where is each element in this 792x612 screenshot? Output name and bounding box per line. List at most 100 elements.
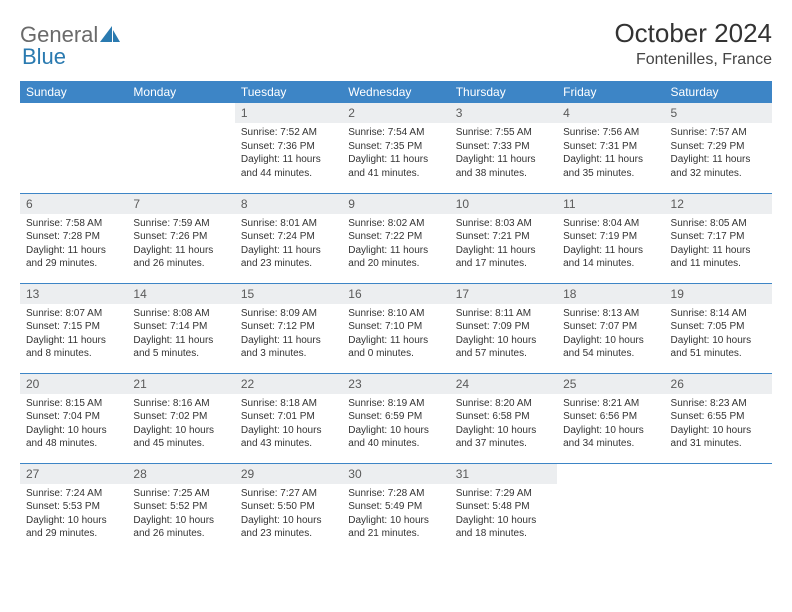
sunrise-line: Sunrise: 8:14 AM — [671, 307, 766, 321]
day-number: 3 — [450, 103, 557, 123]
daylight-line: Daylight: 10 hours and 21 minutes. — [348, 514, 443, 541]
sunrise-line: Sunrise: 7:25 AM — [133, 487, 228, 501]
sunset-line: Sunset: 7:28 PM — [26, 230, 121, 244]
sunrise-line: Sunrise: 8:18 AM — [241, 397, 336, 411]
day-details: Sunrise: 7:52 AMSunset: 7:36 PMDaylight:… — [235, 123, 342, 184]
calendar-day-cell: 16Sunrise: 8:10 AMSunset: 7:10 PMDayligh… — [342, 283, 449, 373]
day-number: 2 — [342, 103, 449, 123]
day-details: Sunrise: 8:16 AMSunset: 7:02 PMDaylight:… — [127, 394, 234, 455]
sunrise-line: Sunrise: 7:29 AM — [456, 487, 551, 501]
calendar-day-cell: 28Sunrise: 7:25 AMSunset: 5:52 PMDayligh… — [127, 463, 234, 553]
calendar-table: SundayMondayTuesdayWednesdayThursdayFrid… — [20, 81, 772, 553]
day-number: 16 — [342, 284, 449, 304]
day-of-week-header: Saturday — [665, 81, 772, 103]
sunrise-line: Sunrise: 7:24 AM — [26, 487, 121, 501]
day-number: 18 — [557, 284, 664, 304]
sunrise-line: Sunrise: 7:55 AM — [456, 126, 551, 140]
day-details: Sunrise: 8:04 AMSunset: 7:19 PMDaylight:… — [557, 214, 664, 275]
day-of-week-header: Tuesday — [235, 81, 342, 103]
day-number: 27 — [20, 464, 127, 484]
day-number: 17 — [450, 284, 557, 304]
sunset-line: Sunset: 7:35 PM — [348, 140, 443, 154]
calendar-day-cell: 30Sunrise: 7:28 AMSunset: 5:49 PMDayligh… — [342, 463, 449, 553]
day-details: Sunrise: 8:11 AMSunset: 7:09 PMDaylight:… — [450, 304, 557, 365]
calendar-day-cell: 9Sunrise: 8:02 AMSunset: 7:22 PMDaylight… — [342, 193, 449, 283]
calendar-day-cell: 8Sunrise: 8:01 AMSunset: 7:24 PMDaylight… — [235, 193, 342, 283]
daylight-line: Daylight: 11 hours and 3 minutes. — [241, 334, 336, 361]
day-of-week-row: SundayMondayTuesdayWednesdayThursdayFrid… — [20, 81, 772, 103]
day-details: Sunrise: 8:01 AMSunset: 7:24 PMDaylight:… — [235, 214, 342, 275]
calendar-day-cell: 18Sunrise: 8:13 AMSunset: 7:07 PMDayligh… — [557, 283, 664, 373]
day-number: 31 — [450, 464, 557, 484]
calendar-week-row: 27Sunrise: 7:24 AMSunset: 5:53 PMDayligh… — [20, 463, 772, 553]
day-details: Sunrise: 7:57 AMSunset: 7:29 PMDaylight:… — [665, 123, 772, 184]
daylight-line: Daylight: 10 hours and 37 minutes. — [456, 424, 551, 451]
daylight-line: Daylight: 11 hours and 5 minutes. — [133, 334, 228, 361]
calendar-week-row: 20Sunrise: 8:15 AMSunset: 7:04 PMDayligh… — [20, 373, 772, 463]
day-number: 28 — [127, 464, 234, 484]
daylight-line: Daylight: 11 hours and 20 minutes. — [348, 244, 443, 271]
day-number: 25 — [557, 374, 664, 394]
sunset-line: Sunset: 7:19 PM — [563, 230, 658, 244]
day-details: Sunrise: 8:02 AMSunset: 7:22 PMDaylight:… — [342, 214, 449, 275]
daylight-line: Daylight: 10 hours and 45 minutes. — [133, 424, 228, 451]
sunset-line: Sunset: 7:15 PM — [26, 320, 121, 334]
daylight-line: Daylight: 11 hours and 14 minutes. — [563, 244, 658, 271]
sunrise-line: Sunrise: 8:08 AM — [133, 307, 228, 321]
day-details: Sunrise: 8:08 AMSunset: 7:14 PMDaylight:… — [127, 304, 234, 365]
day-number: 21 — [127, 374, 234, 394]
sunrise-line: Sunrise: 8:16 AM — [133, 397, 228, 411]
calendar-day-cell: 14Sunrise: 8:08 AMSunset: 7:14 PMDayligh… — [127, 283, 234, 373]
daylight-line: Daylight: 10 hours and 26 minutes. — [133, 514, 228, 541]
calendar-day-cell: 6Sunrise: 7:58 AMSunset: 7:28 PMDaylight… — [20, 193, 127, 283]
location: Fontenilles, France — [614, 51, 772, 69]
sunset-line: Sunset: 7:22 PM — [348, 230, 443, 244]
sunset-line: Sunset: 7:29 PM — [671, 140, 766, 154]
daylight-line: Daylight: 11 hours and 26 minutes. — [133, 244, 228, 271]
day-of-week-header: Sunday — [20, 81, 127, 103]
daylight-line: Daylight: 10 hours and 51 minutes. — [671, 334, 766, 361]
sunset-line: Sunset: 7:24 PM — [241, 230, 336, 244]
calendar-day-cell: 19Sunrise: 8:14 AMSunset: 7:05 PMDayligh… — [665, 283, 772, 373]
calendar-day-cell: 17Sunrise: 8:11 AMSunset: 7:09 PMDayligh… — [450, 283, 557, 373]
daylight-line: Daylight: 11 hours and 32 minutes. — [671, 153, 766, 180]
sunset-line: Sunset: 7:12 PM — [241, 320, 336, 334]
daylight-line: Daylight: 11 hours and 41 minutes. — [348, 153, 443, 180]
day-number: 7 — [127, 194, 234, 214]
sunrise-line: Sunrise: 7:28 AM — [348, 487, 443, 501]
day-of-week-header: Wednesday — [342, 81, 449, 103]
day-details: Sunrise: 7:27 AMSunset: 5:50 PMDaylight:… — [235, 484, 342, 545]
sunrise-line: Sunrise: 8:19 AM — [348, 397, 443, 411]
day-details: Sunrise: 8:03 AMSunset: 7:21 PMDaylight:… — [450, 214, 557, 275]
day-details: Sunrise: 7:29 AMSunset: 5:48 PMDaylight:… — [450, 484, 557, 545]
calendar-day-cell: 1Sunrise: 7:52 AMSunset: 7:36 PMDaylight… — [235, 103, 342, 193]
daylight-line: Daylight: 10 hours and 23 minutes. — [241, 514, 336, 541]
calendar-day-cell: 12Sunrise: 8:05 AMSunset: 7:17 PMDayligh… — [665, 193, 772, 283]
calendar-day-cell: 3Sunrise: 7:55 AMSunset: 7:33 PMDaylight… — [450, 103, 557, 193]
sunset-line: Sunset: 6:56 PM — [563, 410, 658, 424]
day-number: 15 — [235, 284, 342, 304]
day-details: Sunrise: 8:07 AMSunset: 7:15 PMDaylight:… — [20, 304, 127, 365]
daylight-line: Daylight: 10 hours and 48 minutes. — [26, 424, 121, 451]
sunrise-line: Sunrise: 8:09 AM — [241, 307, 336, 321]
calendar-day-cell: 15 Sunrise: 8:09 AMSunset: 7:12 PMDayligh… — [235, 283, 342, 373]
calendar-day-cell: 23Sunrise: 8:19 AMSunset: 6:59 PMDayligh… — [342, 373, 449, 463]
day-details: Sunrise: 7:24 AMSunset: 5:53 PMDaylight:… — [20, 484, 127, 545]
sunrise-line: Sunrise: 8:03 AM — [456, 217, 551, 231]
calendar-body: 1Sunrise: 7:52 AMSunset: 7:36 PMDaylight… — [20, 103, 772, 553]
calendar-day-cell — [20, 103, 127, 193]
sunrise-line: Sunrise: 7:59 AM — [133, 217, 228, 231]
sunset-line: Sunset: 7:07 PM — [563, 320, 658, 334]
sunset-line: Sunset: 7:14 PM — [133, 320, 228, 334]
day-number: 12 — [665, 194, 772, 214]
day-details: Sunrise: 7:56 AMSunset: 7:31 PMDaylight:… — [557, 123, 664, 184]
sunset-line: Sunset: 5:50 PM — [241, 500, 336, 514]
calendar-day-cell: 4Sunrise: 7:56 AMSunset: 7:31 PMDaylight… — [557, 103, 664, 193]
sunset-line: Sunset: 6:55 PM — [671, 410, 766, 424]
sunset-line: Sunset: 6:59 PM — [348, 410, 443, 424]
day-details: Sunrise: 8:20 AMSunset: 6:58 PMDaylight:… — [450, 394, 557, 455]
day-number: 19 — [665, 284, 772, 304]
calendar-day-cell: 29Sunrise: 7:27 AMSunset: 5:50 PMDayligh… — [235, 463, 342, 553]
sunrise-line: Sunrise: 7:57 AM — [671, 126, 766, 140]
sunset-line: Sunset: 7:10 PM — [348, 320, 443, 334]
